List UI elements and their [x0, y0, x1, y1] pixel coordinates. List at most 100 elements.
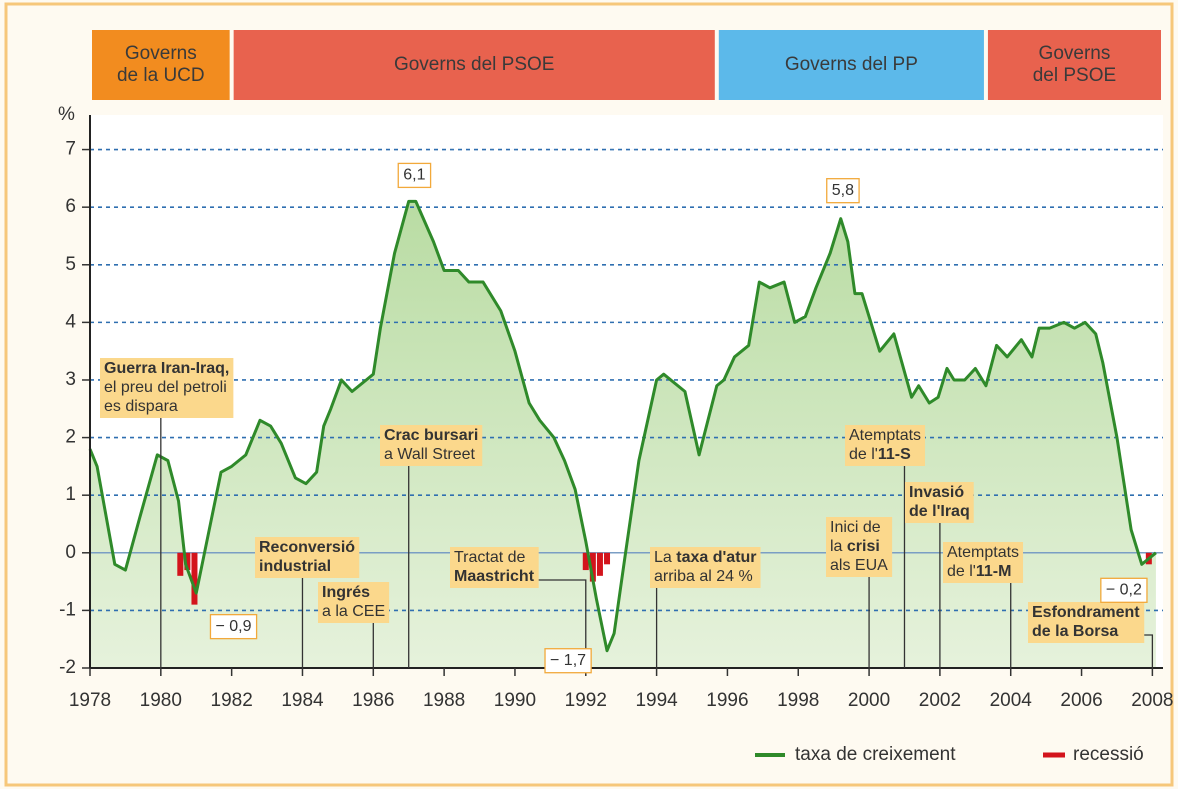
x-tick-label: 1980	[140, 690, 182, 711]
y-tick-label: -2	[59, 657, 76, 678]
annotation: Atemptats de l'11-S	[845, 425, 926, 668]
annotation-box	[255, 537, 360, 578]
government-label: Governs	[125, 43, 197, 64]
recession-bar	[582, 552, 589, 571]
annotation-segment: Ingrés	[322, 584, 370, 601]
annotation: Crac bursari a Wall Street	[380, 425, 483, 668]
y-axis-label: %	[58, 104, 75, 125]
point-label-text: 6,1	[403, 167, 425, 184]
annotation-segment: el preu del petroli	[104, 379, 227, 396]
annotation: Inici de la crisi als EUA	[826, 517, 893, 668]
annotation-segment: a Wall Street	[384, 446, 476, 463]
y-tick-label: 3	[65, 369, 76, 390]
annotation-box	[650, 547, 761, 588]
point-label-box	[1100, 577, 1148, 603]
x-tick-label: 1998	[777, 690, 819, 711]
y-tick-label: 4	[65, 311, 76, 332]
government-label: del PSOE	[1033, 65, 1116, 86]
annotation-text: Tractat de Maastricht	[454, 549, 535, 585]
annotation-box	[318, 582, 390, 623]
y-tick-label: 0	[65, 542, 76, 563]
annotation-text: Atemptats de l'11-S	[849, 427, 921, 463]
annotation-segment: Maastricht	[454, 568, 535, 585]
government-label: de la UCD	[117, 65, 205, 86]
annotation-segment: a la CEE	[322, 603, 385, 620]
government-band	[987, 30, 1161, 100]
x-tick-label: 2004	[990, 690, 1033, 711]
annotation: Ingrés a la CEE	[318, 582, 390, 668]
annotation-box	[1028, 602, 1145, 643]
recession-bar	[589, 552, 596, 582]
x-tick-label: 2000	[848, 690, 890, 711]
annotation: Esfondrament de la Borsa	[1028, 602, 1154, 668]
annotation-text: Invasió de l'Iraq	[909, 484, 970, 520]
annotation-box	[845, 425, 926, 466]
legend-label: recessió	[1073, 744, 1144, 765]
annotation-box	[826, 517, 893, 577]
x-tick-label: 2008	[1131, 690, 1173, 711]
y-tick-label: 5	[65, 254, 76, 275]
annotation-segment: taxa d'atur	[676, 549, 756, 566]
x-tick-label: 1978	[69, 690, 111, 711]
annotation: Tractat de Maastricht	[450, 547, 587, 668]
annotation-segment: Esfondrament	[1032, 604, 1140, 621]
annotation: La taxa d'atur arriba al 24 %	[650, 547, 761, 668]
point-label-text: − 0,2	[1106, 582, 1142, 599]
annotation-box	[380, 425, 483, 466]
point-label: − 1,7	[544, 648, 592, 674]
recession-bar	[604, 552, 611, 565]
annotation: Atemptats de l'11-M	[943, 542, 1024, 668]
x-tick-label: 1994	[635, 690, 678, 711]
y-tick-label: 2	[65, 427, 76, 448]
recession-bar	[177, 552, 184, 576]
government-band	[233, 30, 715, 100]
annotation: Invasió de l'Iraq	[905, 482, 974, 668]
annotation-box	[450, 547, 539, 588]
government-label: Governs	[1039, 43, 1111, 64]
annotation-pointer	[1144, 634, 1154, 668]
annotation-segment: crisi	[847, 538, 880, 555]
growth-line	[88, 199, 1157, 653]
government-label: Governs del PSOE	[394, 54, 555, 75]
point-label-box	[544, 648, 592, 674]
recession-bar	[184, 552, 191, 571]
legend-label: taxa de creixement	[795, 744, 956, 765]
annotation-segment: Atemptats	[947, 544, 1019, 561]
annotation-text: La taxa d'atur arriba al 24 %	[654, 549, 757, 585]
annotation-pointer	[538, 579, 587, 668]
y-tick-label: -1	[59, 599, 76, 620]
annotation-segment: de l'	[947, 563, 976, 580]
annotation: Guerra Iran-Iraq, el preu del petroli es d…	[100, 358, 234, 668]
annotation-segment: Guerra Iran-Iraq,	[104, 360, 229, 377]
x-tick-label: 1996	[706, 690, 748, 711]
government-label: Governs del PP	[785, 54, 918, 75]
annotation-box	[943, 542, 1024, 583]
annotation-text: Guerra Iran-Iraq, el preu del petroli es d…	[104, 360, 229, 415]
government-band	[92, 30, 230, 100]
recession-bar	[191, 552, 198, 605]
y-tick-label: 7	[65, 139, 76, 160]
frame	[4, 2, 1174, 787]
point-label-text: 5,8	[832, 182, 854, 199]
y-tick-label: 1	[65, 484, 76, 505]
annotation-segment: Reconversió	[259, 539, 355, 556]
x-tick-label: 1988	[423, 690, 465, 711]
point-label-text: − 1,7	[550, 652, 586, 669]
x-tick-label: 2002	[919, 690, 961, 711]
x-tick-label: 1990	[494, 690, 536, 711]
annotation-segment: es dispara	[104, 398, 178, 415]
recession-bar	[596, 552, 603, 576]
annotation-segment: de l'	[849, 446, 878, 463]
point-label: 6,1	[397, 162, 432, 189]
annotation-segment: Crac bursari	[384, 427, 478, 444]
annotation-text: Reconversió industrial	[259, 539, 355, 575]
y-tick-label: 6	[65, 196, 76, 217]
annotation-box	[905, 482, 974, 523]
point-label: − 0,9	[209, 613, 258, 640]
point-label: 5,8	[826, 178, 860, 204]
x-tick-label: 1992	[565, 690, 607, 711]
annotation-segment: 11-M	[976, 563, 1012, 580]
annotation-segment: La	[654, 549, 676, 566]
x-tick-label: 2006	[1060, 690, 1102, 711]
